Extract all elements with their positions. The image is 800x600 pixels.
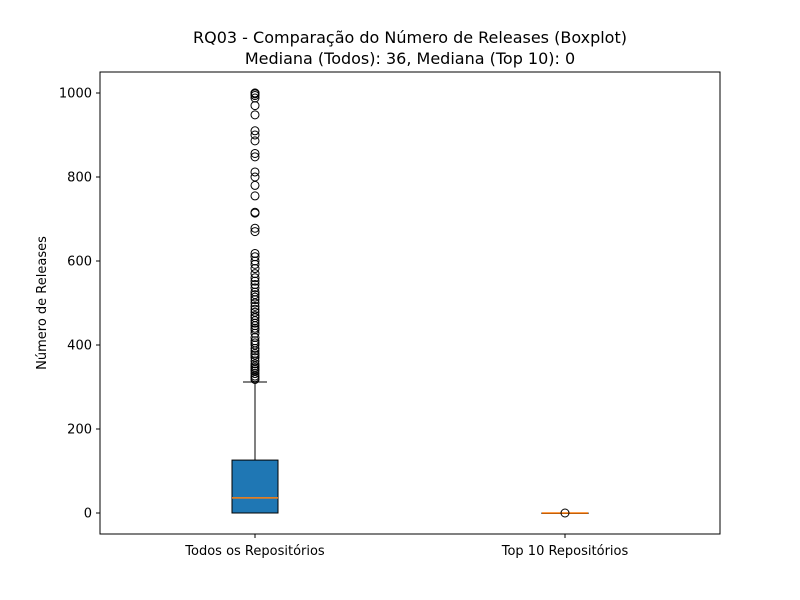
outlier-point [560, 508, 570, 518]
plot-frame [99, 71, 721, 535]
outlier-point [250, 359, 260, 369]
x-tick-label: Top 10 Repositórios [501, 544, 629, 559]
outlier-point [250, 273, 260, 283]
y-axis: 0 200 400 600 800 1000 [59, 87, 100, 522]
outlier-point [250, 283, 260, 293]
outlier-point [250, 191, 260, 201]
outlier-point [250, 248, 260, 258]
y-tick-label: 200 [67, 423, 92, 438]
outlier-point [250, 292, 260, 302]
outlier-point [250, 311, 260, 321]
y-tick-label: 800 [67, 171, 92, 186]
y-tick-label: 0 [84, 507, 92, 522]
outlier-point [250, 167, 260, 177]
outlier-point [250, 136, 260, 146]
iqr-box [231, 459, 279, 514]
chart-title: RQ03 - Comparação do Número de Releases … [193, 28, 627, 47]
outlier-point [250, 227, 260, 237]
y-tick-label: 400 [67, 339, 92, 354]
box-group [541, 508, 589, 518]
outlier-point [250, 101, 260, 111]
outlier-point [250, 290, 260, 300]
box-group [231, 88, 279, 514]
outlier-point [250, 353, 260, 363]
outlier-point [250, 307, 260, 317]
boxplot-series [231, 88, 589, 518]
outlier-point [250, 301, 260, 311]
x-axis: Todos os Repositórios Top 10 Repositórios [184, 534, 628, 559]
chart-subtitle: Mediana (Todos): 36, Mediana (Top 10): 0 [245, 49, 575, 68]
y-axis-label: Número de Releases [35, 236, 50, 370]
outlier-point [250, 252, 260, 262]
outlier-point [250, 269, 260, 279]
outlier-point [250, 93, 260, 103]
outlier-point [250, 280, 260, 290]
outlier-point [250, 148, 260, 158]
outlier-point [250, 110, 260, 120]
outlier-point [250, 223, 260, 233]
y-tick-label: 1000 [59, 87, 92, 102]
outlier-point [250, 126, 260, 136]
outlier-point [250, 88, 260, 98]
outlier-point [250, 207, 260, 217]
outlier-point [250, 180, 260, 190]
outlier-point [250, 130, 260, 140]
outlier-point [250, 304, 260, 314]
y-tick-label: 600 [67, 255, 92, 270]
outlier-point [250, 152, 260, 162]
x-tick-label: Todos os Repositórios [184, 544, 325, 559]
outlier-point [250, 172, 260, 182]
outlier-point [250, 338, 260, 348]
